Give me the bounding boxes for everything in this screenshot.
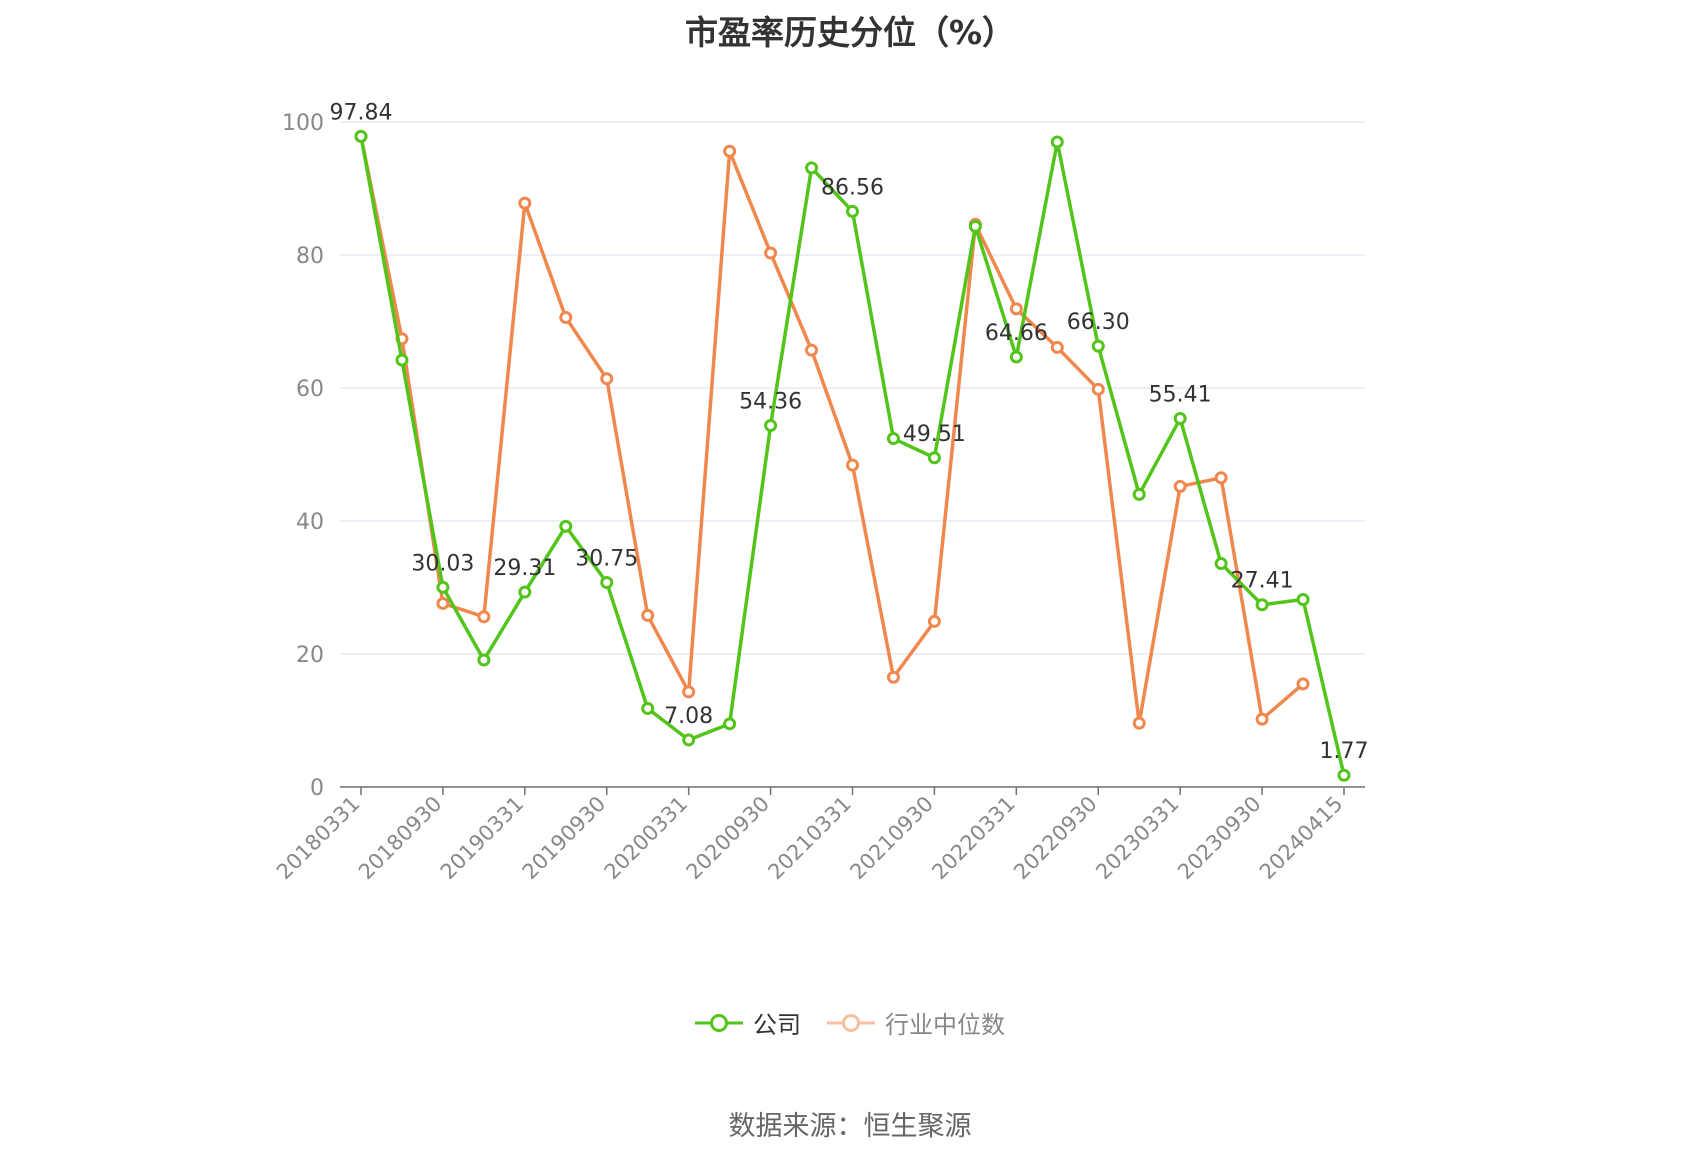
data-point-industry-median (805, 343, 819, 357)
series-lines (354, 129, 1351, 782)
data-point-industry-median (1173, 479, 1187, 493)
data-label: 30.03 (411, 551, 474, 576)
data-point-industry-median (682, 685, 696, 699)
data-point-company (518, 585, 532, 599)
data-point-industry-median (1009, 302, 1023, 316)
data-point-company (600, 576, 614, 590)
data-point-industry-median (846, 458, 859, 472)
data-label: 55.41 (1149, 383, 1212, 408)
data-point-company (846, 204, 859, 218)
data-point-company (1255, 598, 1269, 612)
data-point-company (1050, 135, 1064, 149)
y-tick-label: 20 (296, 643, 324, 668)
data-point-company (1009, 350, 1023, 364)
data-point-company (927, 451, 941, 465)
data-labels: 97.84 30.03 29.31 30.75 7.08 54.36 86.56 49.51 6… (330, 100, 1369, 764)
y-tick-label: 60 (296, 377, 324, 402)
data-label: 7.08 (664, 704, 713, 729)
data-point-company (1091, 339, 1105, 353)
legend-line-marker-icon (827, 1013, 875, 1032)
data-point-industry-median (1296, 677, 1310, 691)
data-point-industry-median (518, 196, 532, 210)
grid-lines (340, 121, 1365, 655)
data-label: 64.66 (985, 321, 1048, 346)
legend-line-marker-icon (695, 1013, 743, 1032)
data-point-industry-median (1091, 382, 1105, 396)
data-point-company (1337, 768, 1351, 782)
data-label: 29.31 (493, 556, 556, 581)
data-point-industry-median (1050, 340, 1064, 354)
legend-item-company[interactable]: 公司 (695, 1005, 801, 1040)
data-point-company (1132, 487, 1146, 501)
data-label: 86.56 (821, 175, 884, 200)
data-label: 54.36 (739, 390, 802, 415)
x-tick-label: 20230930 (1173, 792, 1266, 885)
x-tick-label: 20180331 (272, 792, 365, 885)
x-tick-label: 20190331 (436, 792, 529, 885)
data-point-company (1296, 592, 1310, 606)
data-point-industry-median (886, 670, 900, 684)
data-point-industry-median (600, 372, 614, 386)
data-point-company (436, 580, 450, 594)
data-label: 30.75 (575, 547, 638, 572)
data-point-company (477, 653, 491, 667)
data-point-industry-median (1214, 471, 1228, 485)
x-tick-label: 20230331 (1091, 792, 1184, 885)
x-tick-label: 20200331 (600, 792, 693, 885)
data-point-company (723, 717, 737, 731)
data-point-company (1173, 412, 1187, 426)
data-point-industry-median (559, 311, 573, 325)
data-point-company (559, 519, 573, 533)
data-point-company (641, 702, 655, 716)
series-line-company (359, 136, 1346, 776)
y-tick-label: 40 (296, 510, 324, 535)
data-point-company (395, 353, 409, 367)
x-tick-label: 20200930 (682, 792, 775, 885)
x-tick-label: 20210930 (845, 792, 938, 885)
y-tick-label: 80 (296, 244, 324, 269)
data-point-industry-median (641, 608, 655, 622)
legend-label-company: 公司 (753, 1011, 801, 1039)
data-point-industry-median (723, 144, 737, 158)
data-source-note: 数据来源：恒生聚源 (728, 1111, 972, 1142)
data-point-company (805, 161, 819, 175)
data-point-company (968, 219, 982, 233)
x-tick-label: 20240415 (1255, 792, 1348, 885)
line-chart: 0 20 40 60 80 100 2018033120180930201903312019… (272, 100, 1369, 885)
x-tick-label: 20180930 (354, 792, 447, 885)
data-point-company (682, 733, 696, 747)
data-label: 49.51 (903, 422, 966, 447)
data-label: 66.30 (1067, 310, 1130, 335)
data-point-company (764, 419, 778, 433)
legend-label-industry-median: 行业中位数 (885, 1011, 1005, 1039)
data-label: 97.84 (330, 100, 393, 125)
legend-item-industry-median[interactable]: 行业中位数 (827, 1005, 1005, 1040)
x-tick-label: 20220331 (927, 792, 1020, 885)
data-label: 27.41 (1231, 569, 1294, 594)
data-point-industry-median (1255, 712, 1269, 726)
data-label: 1.77 (1320, 739, 1369, 764)
y-tick-label: 100 (282, 111, 324, 136)
legend: 公司 行业中位数 (0, 1005, 1700, 1040)
data-point-company (886, 432, 900, 446)
series-line-industry-median (359, 136, 1305, 725)
y-tick-label: 0 (310, 776, 324, 801)
x-tick-label: 20210331 (763, 792, 856, 885)
data-point-industry-median (436, 596, 450, 610)
data-point-industry-median (477, 610, 491, 624)
data-point-company (354, 129, 368, 143)
x-tick-label: 20220930 (1009, 792, 1102, 885)
chart-title: 市盈率历史分位（%） (684, 13, 1016, 52)
data-point-industry-median (764, 246, 778, 260)
data-point-industry-median (1132, 716, 1146, 730)
data-point-industry-median (927, 614, 941, 628)
data-point-company (1214, 557, 1228, 571)
x-tick-label: 20190930 (518, 792, 611, 885)
